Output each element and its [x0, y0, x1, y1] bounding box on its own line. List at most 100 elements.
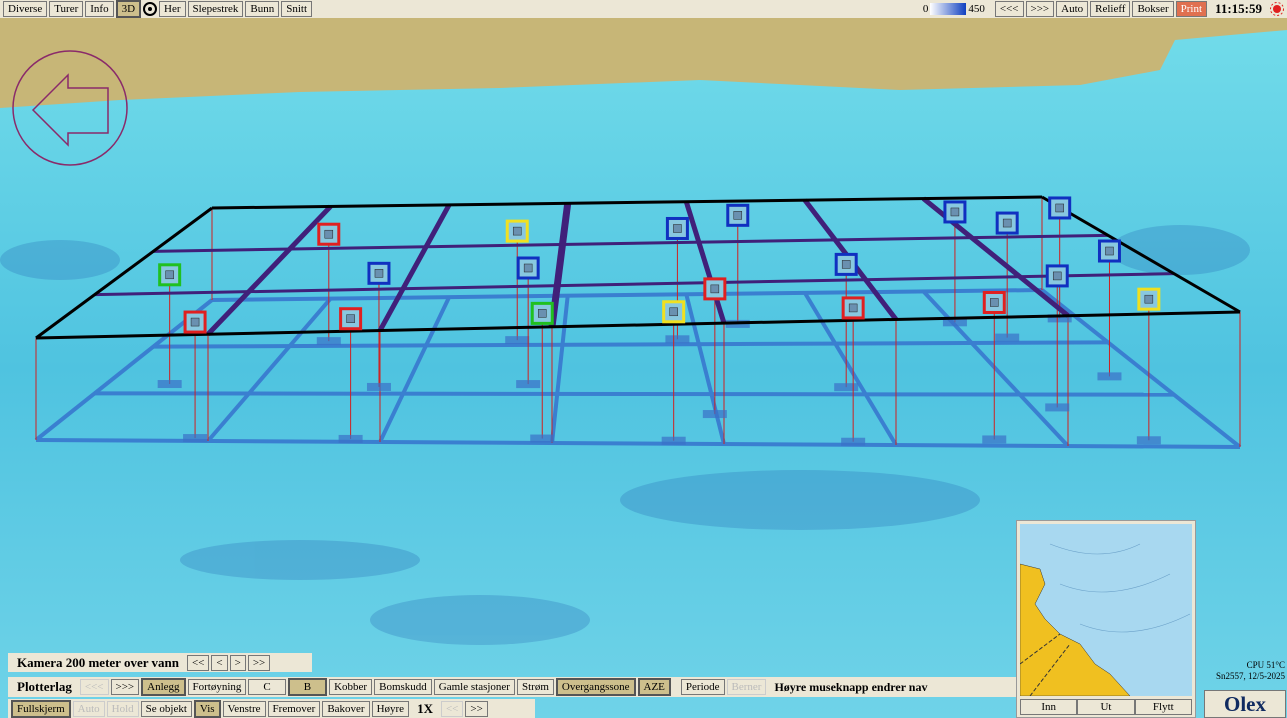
menu-button[interactable]: Turer: [49, 1, 84, 17]
layer-button[interactable]: Periode: [680, 679, 725, 695]
layer-button[interactable]: Kobber: [329, 679, 373, 695]
clock: 11:15:59: [1215, 1, 1262, 16]
marker-core: [346, 314, 355, 323]
marker-core: [1055, 203, 1064, 213]
layer-button[interactable]: Berner: [726, 679, 767, 695]
marker-shadow: [1097, 372, 1122, 381]
nav-button[interactable]: Venstre: [222, 700, 266, 717]
grid-line: [377, 203, 452, 332]
minimap: Inn Ut Flytt: [1016, 520, 1196, 718]
sun-icon: [1270, 2, 1284, 16]
nav-button[interactable]: Se objekt: [140, 700, 192, 717]
layer-button[interactable]: AZE: [637, 678, 671, 696]
top-toolbar: Diverse Turer Info 3D Her Slepestrek Bun…: [0, 0, 1287, 18]
menu-button[interactable]: Relieff: [1090, 1, 1131, 17]
marker-core: [1052, 271, 1062, 281]
menu-button[interactable]: >>>: [1025, 1, 1055, 17]
menu-button[interactable]: Print: [1175, 1, 1208, 17]
shadow-line: [94, 391, 1175, 397]
depth-min: 0: [922, 3, 929, 15]
nav-button[interactable]: Bakover: [322, 700, 370, 717]
back-arrow-icon[interactable]: [12, 50, 128, 166]
marker-shadow: [995, 333, 1020, 342]
marker-core: [950, 207, 960, 217]
camera-bar: Kamera 200 meter over vann << < > >>: [8, 653, 312, 672]
marker-shadow: [505, 336, 530, 345]
grid-border: [211, 195, 1043, 210]
marker-shadow: [834, 383, 859, 392]
layer-button[interactable]: Overgangssone: [555, 678, 636, 696]
nav-button[interactable]: Fullskjerm: [11, 699, 71, 718]
plotterlag-label: Plotterlag: [17, 679, 72, 694]
menu-button[interactable]: Bunn: [245, 1, 280, 17]
nav-button[interactable]: Vis: [193, 699, 221, 718]
menu-button[interactable]: Bokser: [1132, 1, 1174, 17]
marker-core: [190, 317, 200, 327]
nav-button[interactable]: Høyre: [371, 700, 410, 717]
grid-line: [683, 200, 727, 324]
speed-button[interactable]: <<: [440, 700, 464, 717]
layer-button[interactable]: Bomskudd: [374, 679, 432, 695]
marker-shadow: [530, 434, 555, 443]
marker-shadow: [338, 434, 363, 443]
nav-button[interactable]: Hold: [106, 700, 139, 717]
menu-button[interactable]: Diverse: [3, 1, 48, 17]
minimap-chart[interactable]: [1020, 524, 1192, 696]
marker-shadow: [1136, 436, 1161, 445]
marker-core: [1144, 294, 1154, 304]
marker-shadow: [942, 318, 967, 327]
cpu-temp: CPU 51°C: [1246, 660, 1285, 670]
shadow-line: [550, 295, 570, 444]
layer-button[interactable]: <<<: [79, 679, 109, 695]
marker-core: [374, 269, 384, 278]
layer-button[interactable]: B: [287, 678, 328, 696]
target-icon[interactable]: [143, 2, 158, 16]
layer-button[interactable]: >>>: [110, 679, 140, 695]
speed-label: 1X: [417, 700, 433, 716]
nav-button[interactable]: Auto: [72, 700, 105, 717]
grid-border: [35, 206, 213, 340]
depth-max: 450: [968, 3, 985, 15]
camera-button[interactable]: >: [229, 654, 246, 671]
speed-button[interactable]: >>: [465, 700, 488, 717]
layer-button[interactable]: Strøm: [516, 679, 554, 695]
marker-shadow: [841, 437, 866, 446]
seabed-shading: [0, 225, 1250, 645]
menu-button[interactable]: Info: [85, 1, 114, 17]
nav-button[interactable]: Fremover: [267, 700, 321, 717]
marker-core: [1002, 218, 1012, 228]
minimap-button[interactable]: Ut: [1077, 699, 1135, 715]
menu-button[interactable]: Snitt: [281, 1, 313, 17]
logo: Olex: [1204, 690, 1286, 718]
shadow-line: [34, 298, 214, 442]
layer-button[interactable]: Anlegg: [141, 678, 186, 696]
menu-button[interactable]: Auto: [1056, 1, 1089, 17]
shadow-line: [35, 438, 1241, 449]
minimap-button[interactable]: Flytt: [1134, 699, 1192, 715]
marker-core: [848, 303, 858, 313]
marker-core: [537, 309, 547, 318]
marker-shadow: [982, 435, 1007, 444]
marker-core: [669, 307, 678, 317]
layer-button[interactable]: Gamle stasjoner: [433, 679, 515, 695]
marker-core: [523, 263, 533, 273]
marker-shadow: [702, 410, 727, 419]
camera-button[interactable]: >>: [247, 654, 271, 671]
marker-core: [733, 211, 743, 220]
menu-button[interactable]: 3D: [115, 0, 142, 18]
marker-shadow: [157, 380, 182, 389]
camera-button[interactable]: <: [211, 654, 228, 671]
menu-button[interactable]: Her: [159, 1, 186, 17]
layer-button[interactable]: C: [248, 679, 286, 695]
serial: Sn2557, 12/5-2025: [1215, 671, 1285, 681]
marker-core: [990, 298, 999, 307]
layer-button[interactable]: Fortøyning: [187, 679, 247, 695]
menu-button[interactable]: <<<: [994, 1, 1024, 17]
marker-shadow: [1047, 314, 1072, 323]
menu-button[interactable]: Slepestrek: [187, 1, 244, 17]
camera-button[interactable]: <<: [186, 654, 210, 671]
minimap-button[interactable]: Inn: [1020, 699, 1078, 715]
shadow-line: [206, 297, 333, 443]
